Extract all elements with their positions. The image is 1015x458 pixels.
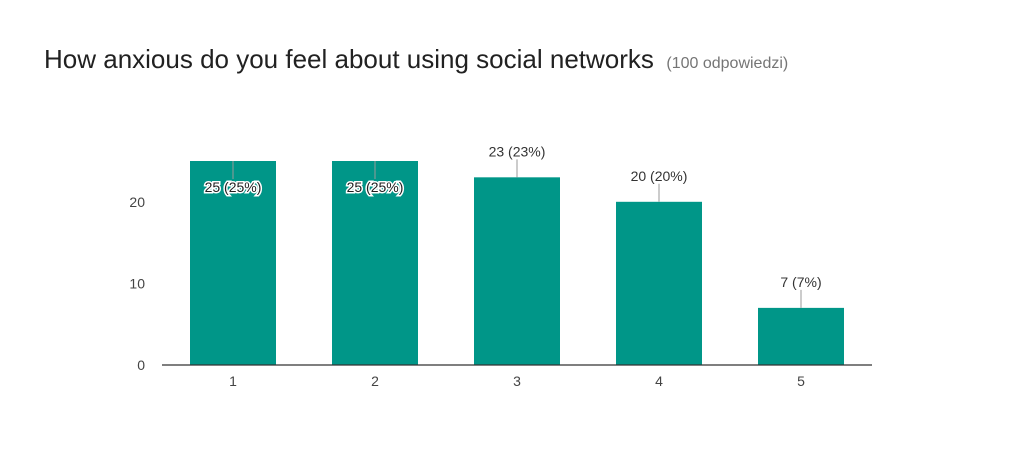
chart-header: How anxious do you feel about using soci… <box>44 44 788 75</box>
response-count: (100 odpowiedzi) <box>666 55 789 72</box>
y-tick-label: 0 <box>137 357 145 373</box>
bar <box>758 307 844 365</box>
data-label: 20 (20%) <box>631 168 688 184</box>
chart-title: How anxious do you feel about using soci… <box>44 44 654 74</box>
data-label: 25 (25%) <box>205 179 262 195</box>
bar <box>332 161 418 365</box>
x-tick-label: 2 <box>371 373 379 389</box>
bar <box>190 161 276 365</box>
x-tick-label: 1 <box>229 373 237 389</box>
x-tick-label: 3 <box>513 373 521 389</box>
data-label: 7 (7%) <box>780 274 821 290</box>
y-tick-label: 20 <box>129 194 145 210</box>
data-label: 23 (23%) <box>489 143 546 159</box>
bar <box>474 177 560 365</box>
data-label: 25 (25%) <box>347 179 404 195</box>
y-tick-label: 10 <box>129 275 145 291</box>
bar <box>616 201 702 365</box>
x-tick-label: 4 <box>655 373 663 389</box>
x-tick-label: 5 <box>797 373 805 389</box>
